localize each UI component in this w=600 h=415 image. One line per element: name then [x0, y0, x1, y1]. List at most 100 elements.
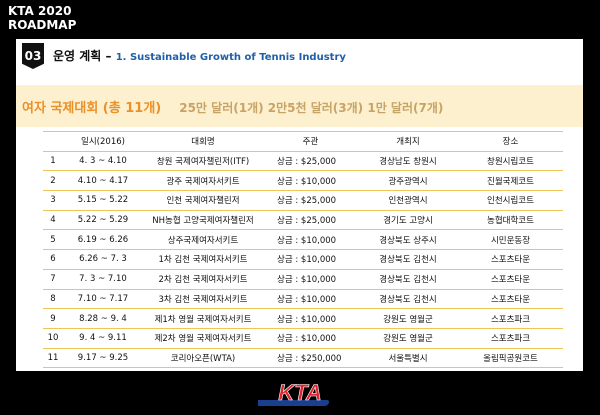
table-row: 5 6.19 ~ 6.26 상주국제여자서키트 상금 : $10,000 경상북도 상주… — [43, 229, 563, 251]
cell-name: 2차 김천 국제여자서키트 — [143, 268, 263, 290]
cell-no: 10 — [43, 327, 63, 349]
category-band: 여자 국제대회 (총 11개) 25만 달러(1개) 2만5천 달러(3개) 1만… — [16, 85, 583, 127]
section-header: 03 운영 계획 – 1. Sustainable Growth of Tenn… — [16, 39, 583, 73]
cell-name: 1차 김천 국제여자서키트 — [143, 249, 263, 270]
cell-no: 8 — [43, 288, 63, 310]
cell-date: 9. 4 ~ 9.11 — [63, 327, 143, 349]
cell-prize: 상금 : $10,000 — [263, 268, 358, 290]
category-title-text: 여자 국제대회 (총 11개) — [22, 101, 162, 116]
cell-host: 경상북도 김천시 — [358, 268, 458, 290]
cell-name: 코리아오픈(WTA) — [143, 347, 263, 369]
table-row: 8 7.10 ~ 7.17 3차 김천 국제여자서키트 상금 : $10,000 경상북… — [43, 288, 563, 310]
tournament-table-wrap: 일시(2016) 대회명 주관 개최지 장소 1 4. 3 ~ 4.10 창원 국제… — [43, 131, 563, 369]
cell-no: 11 — [43, 347, 63, 369]
cell-prize: 상금 : $250,000 — [263, 347, 358, 369]
cell-prize: 상금 : $10,000 — [263, 249, 358, 270]
table-row: 11 9.17 ~ 9.25 코리아오픈(WTA) 상금 : $250,000 서울특별… — [43, 347, 563, 369]
cell-date: 5.15 ~ 5.22 — [63, 190, 143, 211]
table-row: 7 7. 3 ~ 7.10 2차 김천 국제여자서키트 상금 : $10,000 경상북… — [43, 268, 563, 290]
section-title-dash: – — [101, 49, 116, 63]
cell-name: 3차 김천 국제여자서키트 — [143, 288, 263, 310]
cell-date: 7. 3 ~ 7.10 — [63, 268, 143, 290]
cell-date: 9.17 ~ 9.25 — [63, 347, 143, 369]
cell-name: 상주국제여자서키트 — [143, 229, 263, 251]
table-row: 9 8.28 ~ 9. 4 제1차 영월 국제여자서키트 상금 : $10,000 강원… — [43, 308, 563, 329]
category-title: 여자 국제대회 (총 11개) 25만 달러(1개) 2만5천 달러(3개) 1만… — [22, 97, 443, 116]
cell-prize: 상금 : $10,000 — [263, 229, 358, 251]
column-header-venue: 장소 — [458, 131, 563, 152]
table-row: 1 4. 3 ~ 4.10 창원 국제여자챌린저(ITF) 상금 : $25,000 경… — [43, 150, 563, 172]
cell-host: 인천광역시 — [358, 190, 458, 211]
cell-name: 인천 국제여자챌린저 — [143, 190, 263, 211]
cell-venue: 진월국제코트 — [458, 170, 563, 192]
deck-header: KTA 2020 ROADMAP — [8, 4, 76, 32]
column-header-no — [43, 131, 63, 152]
cell-venue: 스포츠타운 — [458, 249, 563, 270]
column-header-name: 대회명 — [143, 131, 263, 152]
cell-name: 제2차 영월 국제여자서키트 — [143, 327, 263, 349]
cell-prize: 상금 : $25,000 — [263, 209, 358, 231]
cell-venue: 스포츠타운 — [458, 268, 563, 290]
category-detail: 25만 달러(1개) 2만5천 달러(3개) 1만 달러(7개) — [179, 101, 444, 115]
kta-logo: KTA — [258, 380, 330, 406]
cell-name: 창원 국제여자챌린저(ITF) — [143, 150, 263, 172]
cell-host: 강원도 영월군 — [358, 308, 458, 329]
column-header-host: 개최지 — [358, 131, 458, 152]
cell-date: 6.19 ~ 6.26 — [63, 229, 143, 251]
section-number-badge: 03 — [22, 43, 44, 69]
section-title-text: 운영 계획 — [53, 49, 102, 63]
cell-venue: 농협대학코트 — [458, 209, 563, 231]
cell-name: 제1차 영월 국제여자서키트 — [143, 308, 263, 329]
cell-date: 7.10 ~ 7.17 — [63, 288, 143, 310]
cell-venue: 스포츠파크 — [458, 308, 563, 329]
cell-no: 4 — [43, 209, 63, 231]
table-row: 10 9. 4 ~ 9.11 제2차 영월 국제여자서키트 상금 : $10,000 강… — [43, 327, 563, 349]
cell-host: 경상북도 김천시 — [358, 249, 458, 270]
cell-name: 광주 국제여자서키트 — [143, 170, 263, 192]
section-title: 운영 계획 – 1. Sustainable Growth of Tennis … — [53, 47, 346, 64]
cell-host: 서울특별시 — [358, 347, 458, 369]
cell-no: 9 — [43, 308, 63, 329]
logo-text: KTA — [278, 380, 322, 405]
cell-no: 3 — [43, 190, 63, 211]
cell-name: NH농협 고양국제여자챌린저 — [143, 209, 263, 231]
cell-venue: 올림픽공원코트 — [458, 347, 563, 369]
cell-prize: 상금 : $25,000 — [263, 150, 358, 172]
deck-header-line1: KTA 2020 — [8, 4, 72, 18]
table-header-row: 일시(2016) 대회명 주관 개최지 장소 — [43, 131, 563, 152]
deck-header-line2: ROADMAP — [8, 18, 77, 32]
cell-prize: 상금 : $10,000 — [263, 327, 358, 349]
cell-prize: 상금 : $10,000 — [263, 170, 358, 192]
cell-no: 2 — [43, 170, 63, 192]
section-subtitle: 1. Sustainable Growth of Tennis Industry — [115, 52, 346, 63]
cell-no: 7 — [43, 268, 63, 290]
table-row: 3 5.15 ~ 5.22 인천 국제여자챌린저 상금 : $25,000 인천광역시 인… — [43, 190, 563, 211]
slide-panel: 03 운영 계획 – 1. Sustainable Growth of Tenn… — [16, 39, 583, 371]
cell-date: 4.10 ~ 4.17 — [63, 170, 143, 192]
cell-no: 1 — [43, 150, 63, 172]
cell-date: 6.26 ~ 7. 3 — [63, 249, 143, 270]
table-row: 4 5.22 ~ 5.29 NH농협 고양국제여자챌린저 상금 : $25,000 경기… — [43, 209, 563, 231]
cell-host: 경기도 고양시 — [358, 209, 458, 231]
cell-venue: 창원시립코트 — [458, 150, 563, 172]
cell-host: 경상남도 창원시 — [358, 150, 458, 172]
cell-venue: 시민운동장 — [458, 229, 563, 251]
cell-no: 6 — [43, 249, 63, 270]
cell-prize: 상금 : $10,000 — [263, 308, 358, 329]
logo-swoosh-blue — [258, 400, 330, 406]
cell-date: 5.22 ~ 5.29 — [63, 209, 143, 231]
cell-venue: 스포츠파크 — [458, 327, 563, 349]
column-header-prize: 주관 — [263, 131, 358, 152]
cell-host: 광주광역시 — [358, 170, 458, 192]
cell-host: 경상북도 상주시 — [358, 229, 458, 251]
cell-prize: 상금 : $10,000 — [263, 288, 358, 310]
cell-prize: 상금 : $25,000 — [263, 190, 358, 211]
tournament-table: 일시(2016) 대회명 주관 개최지 장소 1 4. 3 ~ 4.10 창원 국제… — [43, 131, 563, 369]
table-body: 1 4. 3 ~ 4.10 창원 국제여자챌린저(ITF) 상금 : $25,000 경… — [43, 150, 563, 369]
cell-host: 경상북도 김천시 — [358, 288, 458, 310]
cell-venue: 인천시립코트 — [458, 190, 563, 211]
table-row: 6 6.26 ~ 7. 3 1차 김천 국제여자서키트 상금 : $10,000 경상북… — [43, 249, 563, 270]
cell-no: 5 — [43, 229, 63, 251]
table-row: 2 4.10 ~ 4.17 광주 국제여자서키트 상금 : $10,000 광주광역시 진… — [43, 170, 563, 192]
column-header-date: 일시(2016) — [63, 131, 143, 152]
